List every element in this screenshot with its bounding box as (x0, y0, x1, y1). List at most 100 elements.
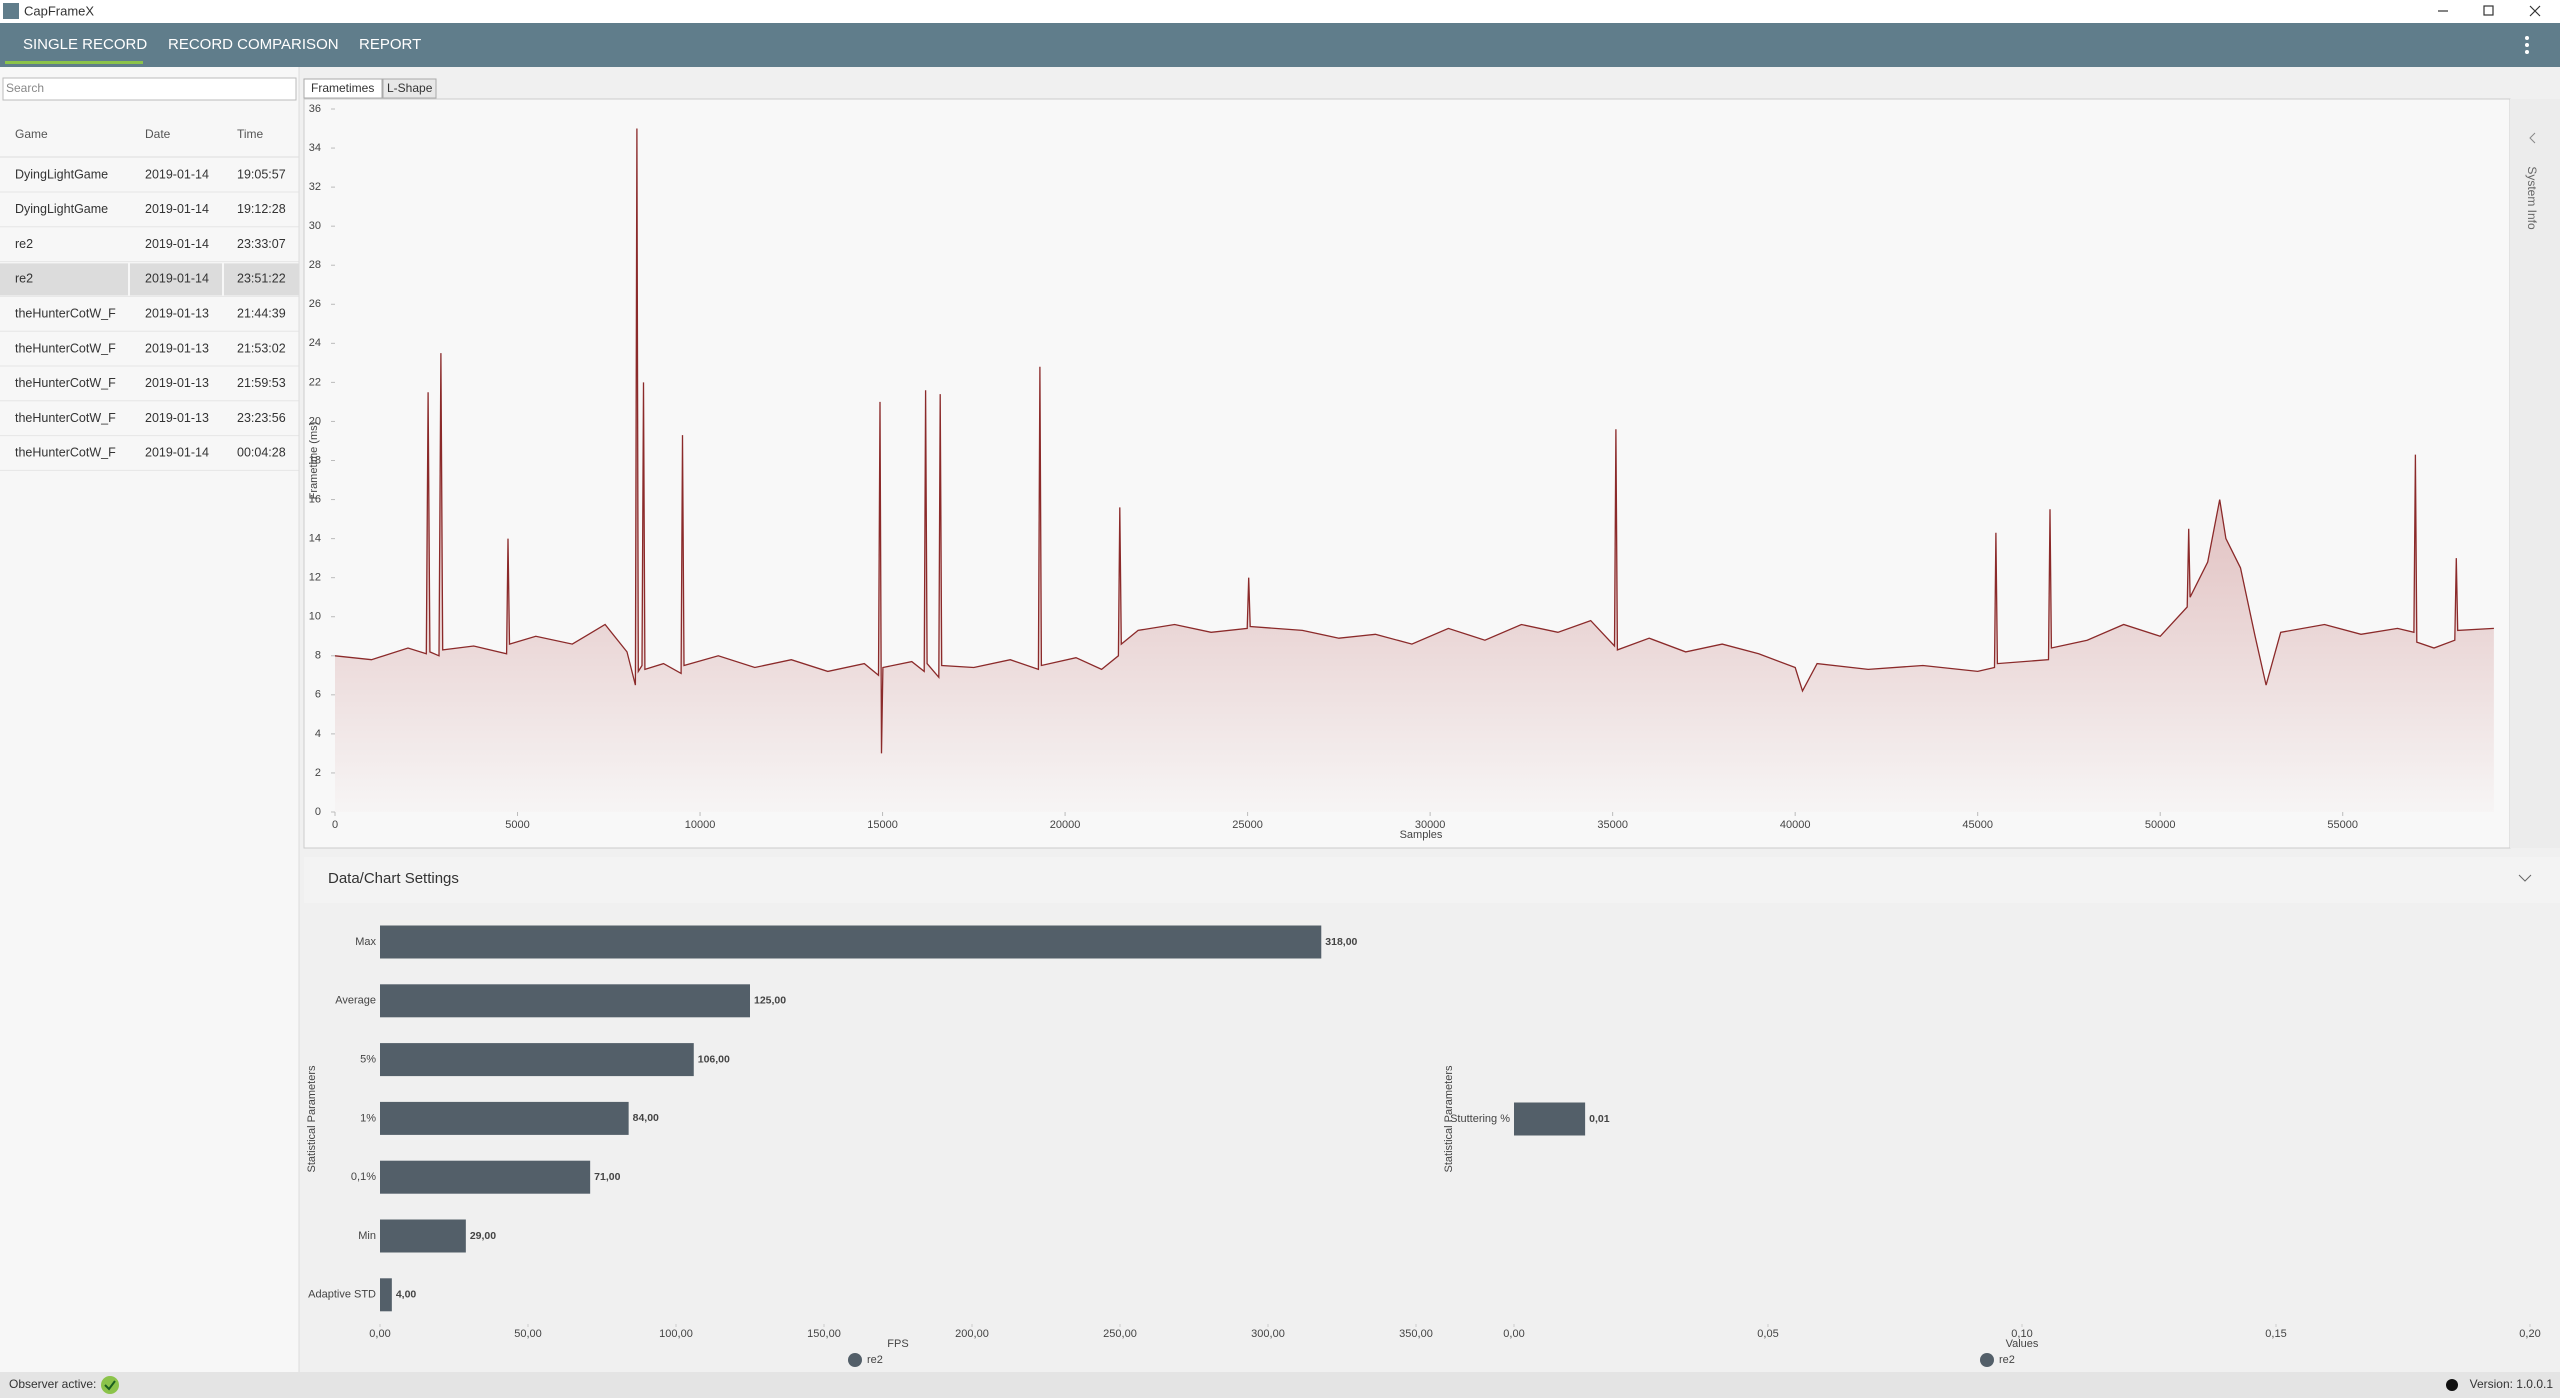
value-label: 0,01 (1589, 1113, 1610, 1125)
observer-status: Observer active: (9, 1377, 96, 1391)
category-label: Average (335, 995, 376, 1007)
record-table: Game Date Time DyingLightGame 2019-01-14 19:0… (0, 127, 299, 471)
collapse-arrow[interactable] (2518, 874, 2532, 882)
table-cell: 2019-01-13 (145, 306, 209, 320)
x-tick-label: 15000 (867, 819, 898, 831)
table-cell: 2019-01-13 (145, 341, 209, 355)
settings-header[interactable] (304, 857, 2560, 903)
x-tick-label: 40000 (1780, 819, 1811, 831)
selected-row-bg (224, 263, 299, 296)
nav-active-indicator (5, 61, 143, 64)
category-label: 5% (360, 1054, 376, 1066)
category-label: 1% (360, 1112, 376, 1124)
settings-title: Data/Chart Settings (328, 870, 459, 887)
x-tick-label: 100,00 (659, 1328, 693, 1340)
table-cell: 21:44:39 (237, 306, 286, 320)
table-cell: 23:33:07 (237, 237, 286, 251)
table-cell: 21:53:02 (237, 341, 286, 355)
menu-button[interactable] (2525, 36, 2529, 54)
value-label: 84,00 (633, 1112, 659, 1124)
bar (380, 1043, 694, 1077)
table-cell: 2019-01-13 (145, 376, 209, 390)
info-icon (2446, 1379, 2458, 1391)
x-tick-label: 150,00 (807, 1328, 841, 1340)
y-tick-label: 2 (315, 767, 321, 779)
x-axis-label: Values (2006, 1338, 2039, 1350)
nav-tab[interactable]: RECORD COMPARISON (168, 36, 339, 53)
value-label: 71,00 (594, 1171, 620, 1183)
table-cell: 00:04:28 (237, 446, 286, 460)
x-tick-label: 10000 (685, 819, 716, 831)
restore[interactable] (2483, 5, 2494, 16)
frametime-line (334, 128, 2494, 754)
table-cell: 2019-01-14 (145, 167, 209, 181)
y-tick-label: 12 (309, 572, 321, 584)
x-tick-label: 35000 (1597, 819, 1628, 831)
x-tick-label: 0,10 (2011, 1328, 2032, 1340)
table-cell: 2019-01-14 (145, 272, 209, 286)
legend-marker (1980, 1353, 1994, 1367)
bar (380, 1219, 466, 1253)
table-cell: 19:05:57 (237, 167, 286, 181)
column-header: Date (145, 127, 171, 141)
table-cell: theHunterCotW_F (15, 446, 116, 460)
table-cell: 2019-01-14 (145, 446, 209, 460)
table-cell: theHunterCotW_F (15, 411, 116, 425)
table-cell: theHunterCotW_F (15, 306, 116, 320)
x-tick-label: 55000 (2327, 819, 2358, 831)
table-cell: 19:12:28 (237, 202, 286, 216)
x-tick-label: 0 (332, 819, 338, 831)
x-axis-label: Samples (1400, 829, 1443, 841)
y-tick-label: 36 (309, 103, 321, 115)
table-cell: re2 (15, 237, 33, 251)
table-cell: 23:23:56 (237, 411, 286, 425)
y-tick-label: 4 (315, 728, 321, 740)
table-cell: DyingLightGame (15, 167, 108, 181)
chart-tab-active[interactable] (303, 78, 383, 99)
system-info-panel[interactable] (2510, 99, 2560, 848)
y-tick-label: 32 (309, 181, 321, 193)
bar (380, 984, 750, 1018)
x-tick-label: 45000 (1962, 819, 1993, 831)
chart-tab[interactable]: Frametimes (311, 81, 374, 95)
selected-row-bg (0, 263, 128, 296)
expand-arrow[interactable] (2529, 132, 2536, 144)
x-tick-label: 300,00 (1251, 1328, 1285, 1340)
x-axis-label: FPS (887, 1338, 908, 1350)
x-tick-label: 50,00 (514, 1328, 542, 1340)
category-label: Adaptive STD (308, 1289, 376, 1301)
y-tick-label: 16 (309, 493, 321, 505)
column-header: Game (15, 127, 48, 141)
y-tick-label: 20 (309, 415, 321, 427)
x-tick-label: 20000 (1050, 819, 1081, 831)
bar (380, 1278, 392, 1312)
nav-tab[interactable]: SINGLE RECORD (23, 36, 147, 53)
x-tick-label: 0,15 (2265, 1328, 2286, 1340)
selected-row-bg (130, 263, 222, 296)
title-bar (0, 0, 2560, 23)
category-label: Stuttering % (1450, 1113, 1510, 1125)
close[interactable] (2529, 5, 2541, 17)
chart-tab[interactable] (382, 78, 437, 99)
table-cell: 2019-01-14 (145, 202, 209, 216)
table-cell: theHunterCotW_F (15, 376, 116, 390)
chart-tab[interactable]: L-Shape (387, 81, 433, 95)
value-label: 4,00 (396, 1289, 417, 1301)
table-cell: 21:59:53 (237, 376, 286, 390)
bar (1514, 1102, 1586, 1136)
value-label: 29,00 (470, 1230, 496, 1242)
nav-tab[interactable]: REPORT (359, 36, 421, 53)
y-tick-label: 10 (309, 611, 321, 623)
y-axis-label: Statistical Parameters (1443, 1065, 1455, 1172)
category-label: Min (358, 1230, 376, 1242)
y-tick-label: 8 (315, 650, 321, 662)
check-icon (104, 1380, 116, 1391)
y-tick-label: 28 (309, 259, 321, 271)
y-tick-label: 18 (309, 454, 321, 466)
stuttering-bar-chart: 0,00 0,05 0,10 0,15 0,20 Values Statistical Pa… (1443, 1065, 2541, 1367)
search-box[interactable] (2, 77, 297, 101)
x-tick-label: 0,20 (2519, 1328, 2540, 1340)
category-label: Max (355, 936, 376, 948)
